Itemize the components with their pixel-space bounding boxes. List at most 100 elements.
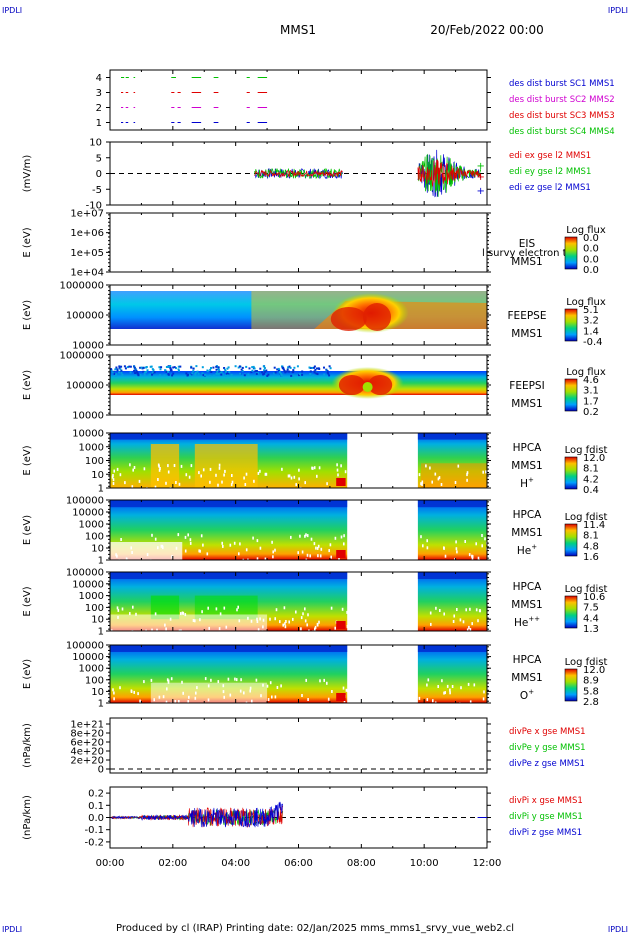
edi-trace [254, 169, 343, 178]
hpca-speckle [292, 617, 294, 621]
hpca-speckle [139, 699, 141, 703]
hpca-block [417, 433, 487, 440]
feepsi-speckle [274, 371, 277, 374]
feepsi-speckle [267, 373, 270, 376]
hpca-speckle [317, 544, 320, 548]
hpca-speckle [434, 472, 437, 476]
date-title: 20/Feb/2022 00:00 [430, 23, 544, 37]
feepsi-speckle [191, 372, 194, 375]
hpca-speckle [223, 606, 226, 610]
hpca-speckle [328, 549, 330, 553]
hpca-speckle [276, 686, 279, 689]
hpca-speckle [218, 627, 221, 631]
feepsi-hole [362, 382, 373, 392]
feepsi-speckle [263, 369, 266, 372]
hpca-speckle [154, 537, 157, 541]
colorbar-tick-label: 12.0 [583, 665, 605, 676]
hpca-speckle [178, 700, 180, 703]
hpca-speckle [290, 476, 293, 480]
colorbar-tick-label: 7.5 [583, 603, 599, 614]
feepsi-speckle [250, 371, 253, 374]
hpca-speckle [117, 615, 119, 619]
hpca-speckle [344, 470, 347, 474]
hpca-speckle [146, 553, 149, 557]
y-tick-label: 1000 [79, 442, 104, 453]
feepsi-speckle [142, 370, 145, 373]
hpca-speckle [282, 623, 284, 627]
colorbar-title: Log fdist [565, 657, 608, 668]
feepsi-speckle [152, 369, 155, 372]
hpca-speckle [475, 542, 477, 546]
feepsi-speckle [140, 366, 143, 369]
hpca-speckle [184, 535, 187, 539]
hpca-speckle [271, 540, 273, 544]
hpca-speckle [200, 474, 202, 478]
y-tick-label: 1 [98, 556, 104, 567]
feepsi-speckle [290, 374, 293, 377]
hpca-speckle [151, 628, 153, 632]
feepsi-speckle [286, 368, 289, 371]
corner-label-tr: IPDLI [608, 6, 628, 15]
feepsi-speckle [226, 367, 229, 370]
feepsi-speckle [227, 372, 230, 375]
feepsi-speckle [241, 369, 244, 372]
feepsi-speckle [213, 374, 215, 377]
feepsi-speckle [115, 373, 118, 376]
y-tick-label: 1000000 [59, 281, 104, 292]
feepsi-speckle [283, 369, 286, 372]
hpca-speckle [336, 463, 338, 467]
footer-text: Produced by cl (IRAP) Printing date: 02/… [116, 923, 514, 934]
feepsi-speckle [153, 371, 156, 374]
y-tick-label: 10 [91, 470, 104, 481]
feepsi-speckle [225, 370, 227, 373]
hpca-speckle [135, 612, 137, 616]
y-tick-label: 1e+05 [70, 248, 104, 259]
hpca-speckle [181, 611, 184, 615]
hpca-speckle [266, 684, 269, 688]
hpca-speckle [166, 687, 168, 691]
colorbar [564, 523, 578, 557]
hpca-speckle [119, 473, 122, 477]
hpca-speckle [343, 534, 345, 538]
hpca-speckle [295, 610, 297, 614]
feepsi-speckle [316, 367, 318, 370]
hpca-speckle [218, 463, 221, 467]
feepsi-speckle [201, 372, 204, 375]
x-tick-label: 02:00 [158, 858, 187, 869]
hpca-speckle [198, 549, 200, 553]
hpca-speckle [261, 630, 264, 634]
hpca-speckle [471, 555, 474, 559]
y-tick-label: 1e+07 [70, 209, 104, 220]
feepsi-speckle [245, 365, 248, 368]
hpca-speckle [460, 686, 462, 690]
colorbar [564, 668, 578, 702]
y-tick-label: 100000 [66, 381, 104, 392]
legend-entry: edi ex gse l2 MMS1 [509, 151, 591, 161]
hpca-speckle [190, 464, 193, 468]
feepsi-speckle [186, 374, 189, 377]
hpca-speckle [204, 677, 207, 681]
hpca-hot-spot [336, 621, 346, 629]
hpca-speckle [180, 612, 182, 616]
feepsi-speckle [164, 369, 167, 372]
hpca-speckle [264, 472, 267, 476]
feepsi-speckle [327, 372, 330, 375]
hpca-speckle [240, 678, 242, 682]
feepsi-speckle [248, 367, 251, 370]
feepsi-speckle [196, 370, 199, 373]
hpca-block [110, 500, 348, 508]
hpca-speckle [215, 607, 218, 611]
hpca-speckle [462, 620, 465, 624]
hpca-speckle [120, 538, 122, 541]
hpca-speckle [457, 464, 460, 468]
y-tick-label: 10 [91, 544, 104, 555]
hpca-speckle [475, 608, 478, 612]
edi-trace [417, 153, 482, 197]
feepsi-speckle [128, 365, 131, 368]
feepsi-speckle [280, 372, 283, 375]
overlay-label: l survy electron to [482, 248, 573, 259]
hpca-speckle [189, 538, 192, 542]
y-tick-label: 0 [96, 169, 102, 180]
feepsi-speckle [315, 372, 318, 375]
